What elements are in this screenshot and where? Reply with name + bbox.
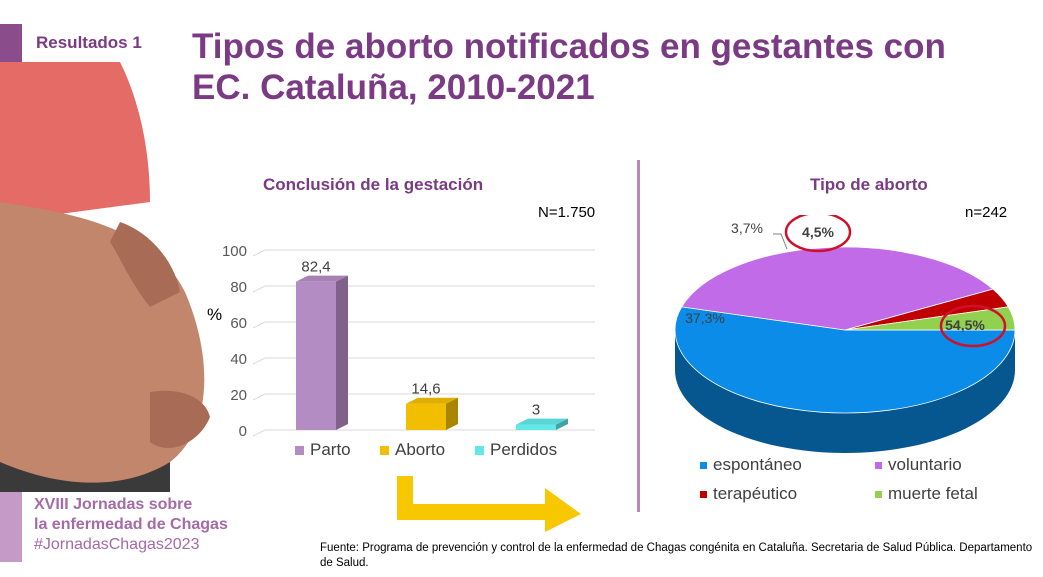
pregnant-woman-photo [0,62,225,492]
pie-slice-voluntario [681,246,994,331]
pie-chart: 54,5% 37,3% 3,7% 4,5% [674,215,1016,453]
legend-swatch [475,446,484,456]
bar-legend-label: Aborto [395,440,446,459]
bar-side-face [556,418,568,430]
accent-bar-bottom [0,492,22,562]
bar-top-face [516,418,568,425]
event-hashtag: #JornadasChagas2023 [34,536,200,553]
legend-swatch [380,446,389,456]
pie-value-label: 3,7% [731,220,763,236]
pie-legend-item: terapéutico [700,484,797,504]
legend-swatch [875,462,882,470]
pie-chart-title: Tipo de aborto [810,175,928,194]
bar-y-tick-label: 40 [230,351,247,368]
bar-grid-depth [252,429,266,437]
bar-y-tick-label: 0 [239,423,247,440]
bar-value-label: 14,6 [411,381,440,398]
bar-value-label: 82,4 [301,259,330,276]
legend-swatch [875,491,882,499]
pie-leader-line [773,233,788,250]
pie-side-espontáneo [675,330,1015,453]
bar-y-tick-label: 100 [222,243,247,260]
pie-value-label: 54,5% [945,317,985,333]
pie-slice-espontáneo [674,306,1016,414]
bar-top-face [296,275,348,282]
bar-perdidos [516,424,556,430]
pie-legend-item: muerte fetal [875,484,978,504]
bar-grid-depth [252,357,266,365]
bar-value-label: 3 [532,402,540,419]
bar-y-tick-label: 20 [230,387,247,404]
event-info: XVIII Jornadas sobre la enfermedad de Ch… [34,495,274,555]
legend-swatch [700,491,707,499]
highlight-circle [939,304,1007,348]
event-line-1: XVIII Jornadas sobre [34,496,193,513]
bar-y-tick-label: 80 [230,279,247,296]
bar-grid-depth [252,285,266,293]
bar-legend-item: Parto [295,440,351,460]
bar-side-face [336,275,348,430]
bar-chart-legend: Parto Aborto Perdidos [295,440,615,464]
arrow-icon [397,476,581,532]
bar-parto [296,281,336,430]
bar-chart-n: N=1.750 [538,204,596,221]
pie-legend-label: muerte fetal [888,484,978,503]
accent-bar-top [0,24,22,62]
page-title: Tipos de aborto notificados en gestantes… [192,27,946,107]
bar-grid-depth [252,321,266,329]
legend-swatch [295,446,304,456]
pie-value-label: 37,3% [685,310,725,326]
source-note: Fuente: Programa de prevención y control… [320,542,1033,569]
bar-side-face [446,397,458,430]
bar-top-face [406,397,458,404]
bar-legend-label: Parto [310,440,351,459]
bar-aborto [406,403,446,430]
bar-y-tick-label: 60 [230,315,247,332]
bar-legend-label: Perdidos [490,440,558,459]
bar-legend-item: Aborto [380,440,445,460]
bar-chart-title: Conclusión de la gestación [263,175,484,194]
chart-divider [637,160,640,512]
pie-legend-item: espontáneo [700,455,802,475]
pie-value-label: 4,5% [802,224,834,240]
event-line-2: la enfermedad de Chagas [34,516,228,533]
highlight-circle [784,215,852,253]
pie-legend-label: voluntario [888,455,962,474]
pie-legend-label: espontáneo [713,455,802,474]
bar-grid-depth [252,393,266,401]
bar-legend-item: Perdidos [475,440,557,460]
pie-legend-label: terapéutico [713,484,798,503]
bar-y-axis-label: % [207,305,222,324]
section-label: Resultados 1 [36,33,142,52]
pie-chart-n: n=242 [965,204,1008,221]
bar-grid-depth [252,249,266,257]
bar-chart: 0 20 40 60 80 100% 82,4 14,6 3 [207,243,595,440]
pie-chart-legend: espontáneo voluntario terapéutico muerte fe… [700,455,1030,510]
legend-swatch [700,462,707,470]
pie-legend-item: voluntario [875,455,962,475]
pie-slice-muerte-fetal [844,306,1016,331]
